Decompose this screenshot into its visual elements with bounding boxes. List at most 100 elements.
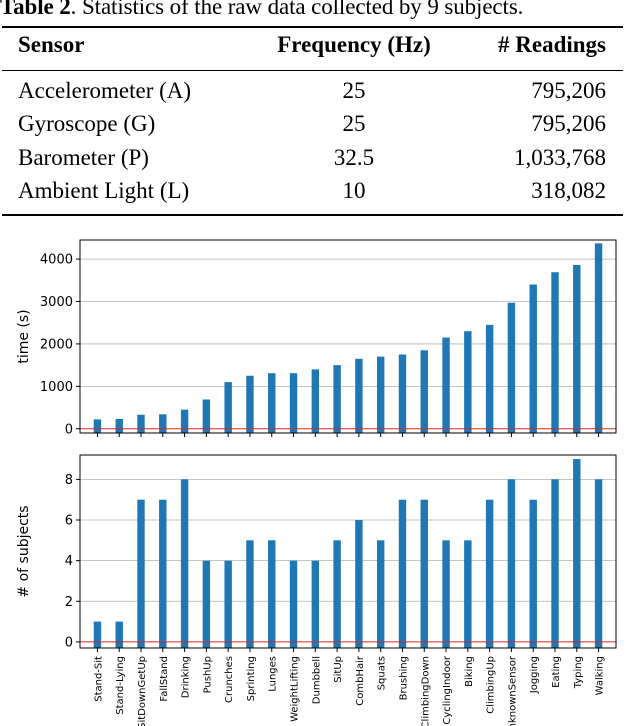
row-barometer-sensor: Barometer (P)	[18, 145, 149, 170]
time-chart-bar	[398, 354, 407, 433]
time-chart-bar	[333, 365, 341, 433]
subjects-chart-bar	[224, 560, 232, 648]
subjects-chart-bar	[485, 499, 494, 648]
category-label: CombHair	[355, 655, 366, 706]
category-label: ClimbingUp	[486, 656, 497, 714]
time-chart-bar	[573, 265, 581, 433]
row-ambient-light-sensor: Ambient Light (L)	[18, 178, 190, 203]
time-chart-bar	[529, 284, 537, 433]
subjects-chart-bar	[551, 479, 559, 648]
subjects-chart-bar	[420, 499, 428, 648]
row-gyroscope-readings: 795,206	[531, 111, 606, 136]
time-chart-bar	[289, 373, 298, 433]
category-label: PushUp	[202, 656, 213, 693]
subjects-chart-bar	[398, 499, 407, 648]
statistics-table: Sensor Frequency (Hz) # Readings Acceler…	[0, 0, 634, 230]
table-header-rule	[2, 70, 623, 71]
time-chart-ytick-label: 2000	[40, 337, 73, 352]
category-label: Jogging	[529, 656, 540, 694]
header-sensor: Sensor	[18, 32, 85, 57]
subjects-chart-frame	[79, 454, 617, 649]
category-label: Eating	[551, 656, 562, 688]
time-chart-ytick-label: 0	[65, 422, 73, 437]
subjects-chart-ytick-label: 4	[65, 554, 73, 569]
time-chart-frame	[79, 239, 617, 434]
table-caption: Table 2. Statistics of the raw data coll…	[0, 0, 634, 20]
row-gyroscope-frequency: 25	[342, 111, 366, 136]
category-label: Crunches	[224, 656, 235, 703]
subjects-chart-bar	[376, 540, 385, 648]
category-label: Sprinting	[246, 656, 257, 701]
header-readings: # Readings	[498, 32, 606, 57]
subjects-chart-bar	[246, 540, 254, 648]
time-chart-bar	[376, 356, 385, 433]
time-chart-bar	[507, 302, 516, 433]
time-chart-bar	[464, 331, 472, 433]
subjects-chart-bar	[594, 479, 603, 648]
time-chart-bar	[268, 373, 276, 433]
time-chart-bar	[442, 337, 450, 433]
time-chart-ytick-label: 4000	[40, 253, 73, 268]
time-chart-bar	[355, 358, 363, 433]
row-barometer-frequency: 32.5	[333, 145, 375, 170]
category-label: ClimbingDown	[420, 656, 431, 726]
category-label: Dumbbell	[311, 656, 322, 704]
category-label: Squats	[377, 656, 388, 690]
row-accelerometer-frequency: 25	[342, 78, 366, 103]
subjects-chart-bar	[507, 479, 516, 648]
category-label: WeightLifting	[290, 656, 301, 722]
time-chart-bar	[551, 272, 559, 433]
table-caption-text: . Statistics of the raw data collected b…	[70, 0, 524, 19]
subjects-chart-bar	[159, 499, 167, 648]
time-chart-bar	[311, 369, 320, 433]
subjects-chart-bar	[333, 540, 341, 648]
header-frequency: Frequency (Hz)	[277, 32, 431, 57]
row-ambient-light-frequency: 10	[342, 178, 366, 203]
table-top-rule	[2, 26, 623, 28]
table-bottom-rule	[2, 214, 623, 216]
category-label: Lunges	[268, 656, 279, 692]
category-label: FallStand	[159, 656, 170, 702]
time-chart-bar	[246, 375, 254, 433]
subjects-chart-bar	[311, 560, 320, 648]
time-chart-ytick-label: 1000	[40, 380, 73, 395]
time-chart-bar	[594, 243, 603, 433]
subjects-chart-ytick-label: 0	[65, 635, 73, 650]
row-gyroscope-sensor: Gyroscope (G)	[18, 111, 156, 136]
subjects-chart-ylabel: # of subjects	[16, 505, 32, 597]
time-chart-ylabel: time (s)	[16, 309, 32, 363]
time-chart-bar	[93, 419, 102, 433]
subjects-chart-bar	[180, 479, 189, 648]
time-chart-bar	[159, 414, 167, 433]
category-label: Typing	[573, 656, 584, 689]
time-chart-bar	[224, 382, 232, 433]
row-accelerometer-sensor: Accelerometer (A)	[18, 78, 192, 103]
category-label: Drinking	[181, 656, 192, 698]
subjects-chart-bar	[573, 459, 581, 648]
row-ambient-light-readings: 318,082	[531, 178, 606, 203]
time-chart-ytick-label: 3000	[40, 295, 73, 310]
subjects-chart-bar	[115, 621, 123, 648]
subjects-chart-ytick-label: 6	[65, 514, 73, 529]
time-chart-bar	[485, 324, 494, 433]
category-label: UnknownSensor	[507, 655, 518, 726]
subjects-chart-bar	[529, 499, 537, 648]
time-chart-bar	[137, 414, 145, 433]
row-barometer-readings: 1,033,768	[514, 145, 606, 170]
category-label: SitUp	[333, 656, 344, 683]
category-label: Brushing	[398, 656, 409, 700]
subjects-chart-bar	[202, 560, 211, 648]
subjects-chart-bar	[289, 560, 298, 648]
category-label: Stand-Lying	[115, 656, 126, 715]
subjects-chart-ytick-label: 2	[65, 595, 73, 610]
subjects-chart-bar	[137, 499, 145, 648]
category-label: Walking	[595, 656, 606, 695]
subjects-chart-bar	[442, 540, 450, 648]
category-label: CyclingIndoor	[442, 655, 453, 725]
time-chart-bar	[180, 409, 189, 433]
row-accelerometer-readings: 795,206	[531, 78, 606, 103]
subjects-chart-bar	[464, 540, 472, 648]
time-chart-bar	[420, 350, 428, 433]
subjects-chart-ytick-label: 8	[65, 473, 73, 488]
